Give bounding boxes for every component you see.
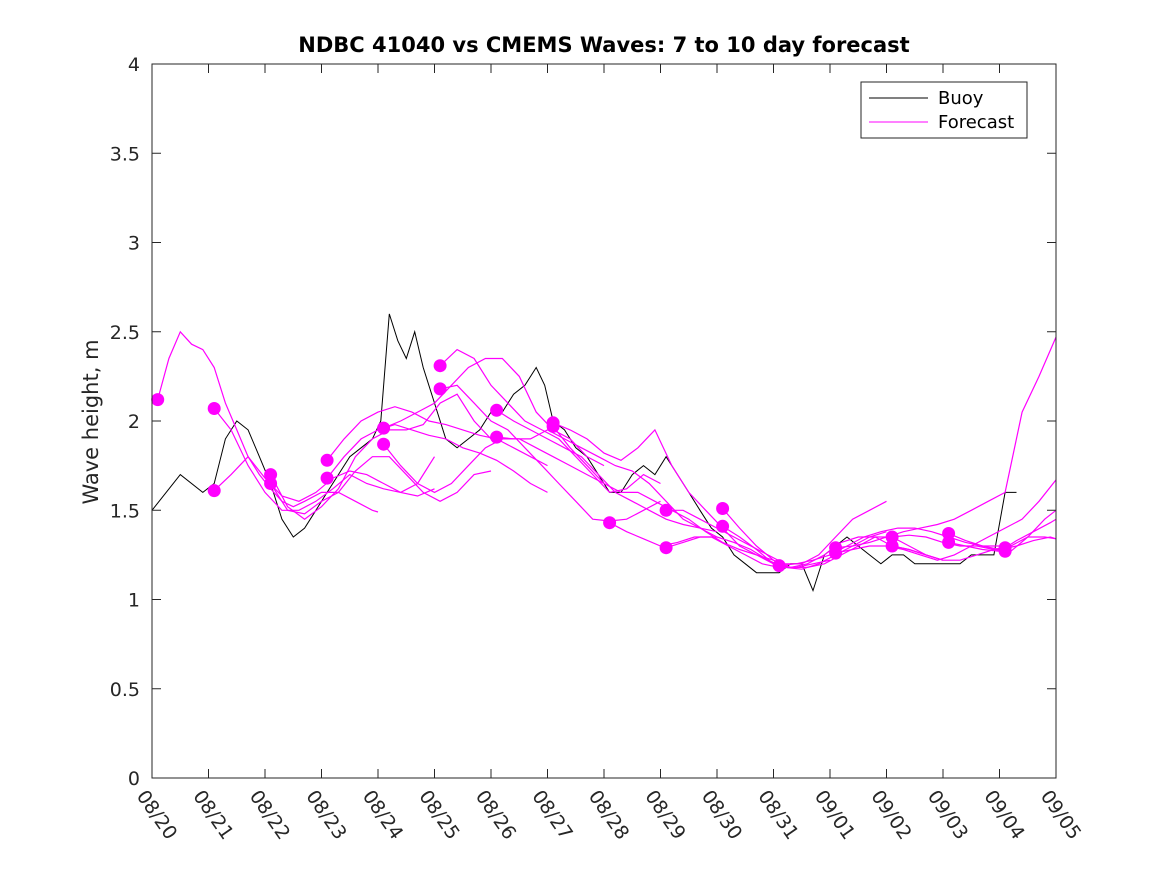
forecast-run-line-16 [666, 500, 887, 565]
forecast-marker [377, 421, 391, 435]
legend-box [860, 81, 1028, 139]
forecast-marker [433, 382, 447, 396]
forecast-marker [320, 471, 334, 485]
y-tick-label: 3.5 [110, 143, 140, 165]
forecast-run-line-12 [496, 429, 718, 538]
y-tick-label: 1.5 [110, 500, 140, 522]
forecast-run-line-6 [326, 423, 548, 493]
forecast-run-line-22 [835, 479, 1057, 561]
y-tick-label: 3 [128, 233, 140, 255]
forecast-run-line-5 [326, 406, 548, 467]
forecast-marker [716, 502, 730, 515]
x-tick-label: 08/20 [132, 786, 181, 843]
x-tick-label: 09/05 [1036, 786, 1085, 843]
x-tick-label: 08/25 [414, 786, 463, 843]
x-tick-label: 08/23 [301, 786, 350, 843]
forecast-marker [546, 419, 560, 433]
forecast-marker [942, 535, 956, 549]
forecast-marker [264, 468, 278, 482]
forecast-marker [885, 530, 899, 544]
forecast-run-line-20 [779, 527, 1000, 567]
y-axis-ticks: 0 0.5 1 1.5 2 2.5 3 3.5 4 [110, 54, 1056, 790]
forecast-run-line-11 [496, 409, 718, 533]
forecast-marker [320, 453, 334, 467]
forecast-run-line-9 [439, 348, 661, 494]
forecast-marker [151, 393, 165, 407]
x-tick-label: 08/24 [358, 786, 407, 843]
forecast-marker [433, 359, 447, 373]
legend-buoy-label: Buoy [938, 88, 984, 109]
forecast-marker [829, 546, 843, 560]
forecast-marker [377, 437, 391, 451]
forecast-marker [659, 503, 673, 517]
y-tick-label: 0 [128, 768, 140, 790]
chart-title: NDBC 41040 vs CMEMS Waves: 7 to 10 day f… [298, 33, 909, 57]
y-axis-label: Wave height, m [79, 339, 103, 504]
y-tick-label: 1 [128, 590, 140, 612]
plot-area [152, 64, 1056, 778]
y-tick-label: 2 [128, 411, 140, 433]
forecast-marker [603, 516, 617, 530]
x-tick-label: 08/26 [471, 786, 520, 843]
forecast-run-line-21 [835, 336, 1057, 549]
x-tick-label: 09/03 [923, 786, 972, 843]
x-tick-label: 09/02 [866, 786, 915, 843]
x-tick-label: 08/31 [753, 786, 802, 843]
forecast-series [157, 330, 1057, 570]
x-tick-label: 09/01 [810, 786, 859, 843]
forecast-run-line-7 [383, 357, 605, 467]
forecast-marker [207, 484, 221, 498]
x-tick-label: 08/22 [245, 786, 294, 843]
forecast-marker [772, 559, 786, 573]
forecast-marker [264, 477, 278, 490]
x-tick-label: 08/29 [640, 786, 689, 843]
forecast-run-line-8 [383, 438, 605, 494]
forecast-marker [490, 403, 504, 417]
y-tick-label: 2.5 [110, 322, 140, 344]
forecast-run-line-1 [213, 455, 436, 502]
forecast-marker [942, 527, 956, 540]
forecast-markers [151, 359, 1012, 573]
x-tick-label: 08/21 [188, 786, 237, 843]
x-tick-label: 08/27 [527, 786, 576, 843]
forecast-marker [490, 430, 504, 444]
legend: Buoy Forecast [860, 81, 1028, 139]
forecast-marker [659, 541, 673, 555]
x-tick-label: 08/30 [697, 786, 746, 843]
forecast-run-line-24 [891, 536, 1057, 561]
y-tick-label: 0.5 [110, 679, 140, 701]
forecast-run-line-2 [213, 408, 435, 511]
forecast-run-line-10 [439, 384, 661, 522]
forecast-marker [207, 402, 221, 415]
forecast-marker [998, 544, 1012, 558]
x-tick-label: 08/28 [584, 786, 633, 843]
legend-forecast-label: Forecast [938, 112, 1014, 133]
forecast-run-line-4 [270, 456, 492, 515]
forecast-marker [716, 519, 730, 533]
forecast-marker [885, 539, 899, 553]
x-tick-label: 09/04 [979, 786, 1028, 843]
forecast-run-line-18 [722, 508, 944, 569]
forecast-run-line-3 [270, 393, 492, 520]
y-tick-label: 4 [128, 54, 140, 76]
